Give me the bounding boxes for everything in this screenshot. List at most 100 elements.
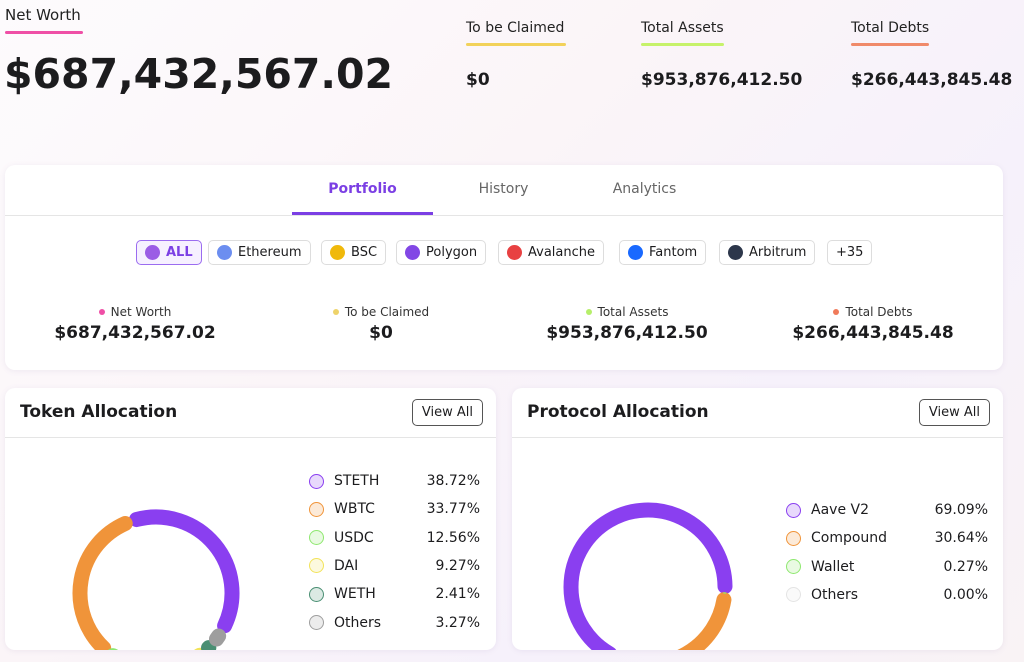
chain-name: Ethereum	[238, 245, 302, 260]
chain-icon	[507, 245, 522, 260]
underline	[466, 43, 566, 46]
summary-dot	[98, 309, 105, 315]
summary-label-row: Net Worth	[15, 305, 255, 319]
summary-dot	[332, 309, 339, 315]
legend-name: Compound	[811, 530, 888, 547]
chain-pill[interactable]: Fantom	[619, 240, 707, 265]
summary-dot	[585, 309, 592, 315]
chain-icon	[217, 245, 232, 260]
underline	[641, 43, 724, 46]
underline	[851, 43, 929, 46]
legend-row: Aave V2	[786, 502, 869, 518]
summary-item: Total Debts $266,443,845.48	[753, 305, 993, 343]
legend-value: 3.27%	[435, 614, 480, 631]
legend-value: 12.56%	[426, 529, 480, 546]
legend-name: Aave V2	[811, 502, 869, 518]
divider	[5, 437, 496, 438]
stat-value: $0	[466, 70, 490, 90]
chain-icon	[405, 245, 420, 260]
legend-name: WBTC	[334, 501, 375, 518]
summary-dot	[833, 309, 840, 315]
legend-value: 0.00%	[943, 586, 988, 603]
tab[interactable]: Portfolio	[328, 181, 397, 197]
view-all-button[interactable]: View All	[918, 399, 990, 426]
donut-segment	[677, 592, 732, 650]
legend-value: 33.77%	[426, 501, 480, 518]
legend-value: 9.27%	[435, 557, 480, 574]
card-title: Token Allocation	[20, 402, 178, 422]
legend-value: 0.27%	[943, 558, 988, 575]
legend-name: DAI	[334, 557, 359, 574]
legend-row: USDC	[309, 530, 374, 546]
tab-indicator	[292, 212, 433, 215]
chain-name: Avalanche	[528, 245, 595, 260]
legend-name: Others	[334, 614, 382, 631]
chain-pill[interactable]: Arbitrum	[719, 240, 816, 265]
summary-item: To be Claimed $0	[261, 305, 501, 343]
legend-name: USDC	[334, 529, 374, 546]
underline	[5, 31, 83, 34]
stat-value: $266,443,845.48	[851, 70, 1013, 90]
legend-row: WETH	[309, 586, 376, 602]
legend-row: Compound	[786, 530, 887, 546]
donut-chart	[563, 502, 733, 650]
tab[interactable]: Analytics	[612, 181, 677, 197]
card-title: Protocol Allocation	[527, 402, 709, 422]
chain-pill[interactable]: Avalanche	[498, 240, 604, 265]
chain-pill[interactable]: BSC	[321, 240, 387, 265]
donut-segment	[72, 516, 133, 650]
summary-value: $953,876,412.50	[546, 323, 708, 343]
summary-value: $266,443,845.48	[792, 323, 954, 343]
legend-row: STETH	[309, 473, 379, 489]
protocol-card: Protocol Allocation View All Aave V2 69.09%…	[512, 388, 1003, 650]
legend-name: Wallet	[811, 558, 855, 575]
donut-segment	[208, 628, 227, 647]
chain-pill[interactable]: Polygon	[396, 240, 487, 265]
chain-pill[interactable]: Ethereum	[208, 240, 311, 265]
view-all-button[interactable]: View All	[411, 399, 483, 426]
stat-value: $953,876,412.50	[641, 70, 803, 90]
summary-label-row: Total Debts	[753, 305, 993, 319]
legend-icon	[309, 586, 324, 602]
net-worth-label: Net Worth	[5, 6, 81, 24]
stat-label: Total Debts	[851, 20, 930, 36]
chain-pill[interactable]: +35	[827, 240, 873, 265]
donut-segment	[563, 502, 733, 650]
chain-icon	[628, 245, 643, 260]
chain-name: ALL	[166, 245, 193, 260]
legend-value: 69.09%	[934, 502, 988, 518]
legend-icon	[786, 502, 801, 518]
donut-chart	[72, 509, 240, 650]
summary-item: Total Assets $953,876,412.50	[507, 305, 747, 343]
chain-icon	[728, 245, 743, 260]
legend-row: DAI	[309, 558, 358, 574]
summary-label: Net Worth	[110, 305, 172, 319]
tab-divider	[5, 215, 1003, 216]
legend-icon	[786, 530, 801, 546]
summary-label-row: Total Assets	[507, 305, 747, 319]
summary-value: $687,432,567.02	[54, 323, 216, 343]
legend-name: Others	[811, 586, 859, 603]
net-worth-value: $687,432,567.02	[4, 50, 394, 98]
stat-label: Total Assets	[641, 20, 724, 36]
stat-label: To be Claimed	[466, 20, 565, 36]
chain-pill[interactable]: ALL	[136, 240, 202, 265]
summary-label: Total Debts	[845, 305, 913, 319]
legend-value: 2.41%	[435, 586, 480, 603]
legend-name: WETH	[334, 586, 376, 603]
legend-icon	[786, 559, 801, 575]
legend-row: Wallet	[786, 559, 854, 575]
tab[interactable]: History	[478, 181, 529, 197]
donut-segment	[128, 509, 240, 634]
legend-name: STETH	[334, 473, 380, 489]
chain-icon	[330, 245, 345, 260]
summary-label: To be Claimed	[344, 305, 430, 319]
token-card: Token Allocation View All STETH 38.72% WBTC 3…	[5, 388, 496, 650]
divider	[512, 437, 1003, 438]
legend-icon	[309, 530, 324, 546]
chain-name: BSC	[351, 245, 378, 260]
legend-row: Others	[786, 587, 858, 603]
legend-value: 38.72%	[426, 473, 480, 489]
chain-icon	[145, 245, 160, 260]
